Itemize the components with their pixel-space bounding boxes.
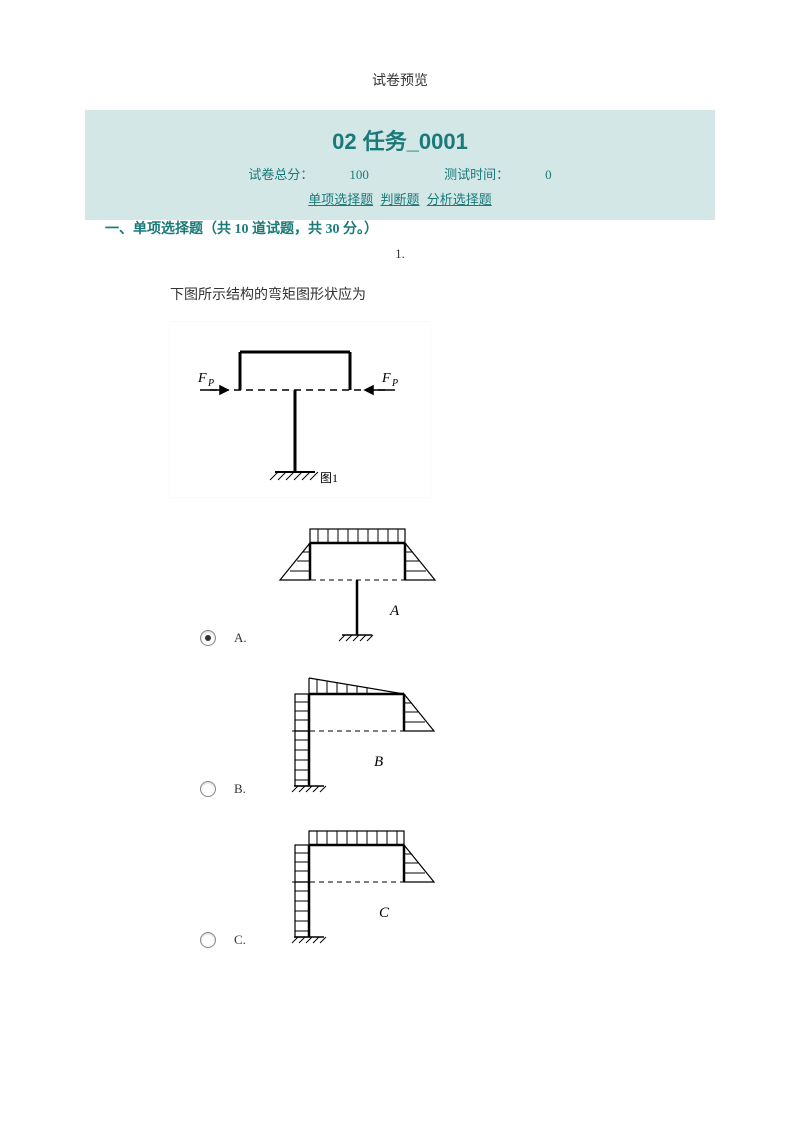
section-title: 一、单项选择题（共 10 道试题，共 30 分。） [0, 218, 800, 238]
option-row-b: B. [200, 666, 800, 811]
option-diagram-a: A [255, 515, 465, 660]
total-score-value: 100 [349, 167, 369, 182]
radio-c[interactable] [200, 932, 216, 948]
main-diagram-caption: 图1 [320, 471, 338, 485]
option-label-a: A. [234, 630, 247, 646]
option-c-letter: C [379, 905, 390, 921]
fp-left-label: F [197, 371, 207, 386]
exam-meta: 试卷总分： 100 测试时间： 0 [105, 164, 695, 183]
option-row-c: C. [200, 817, 800, 962]
question-number: 1. [0, 246, 800, 262]
link-single-choice[interactable]: 单项选择题 [308, 192, 373, 207]
option-diagram-b: B [254, 666, 464, 811]
total-score-label: 试卷总分： [248, 167, 313, 182]
exam-header: 02 任务_0001 试卷总分： 100 测试时间： 0 单项选择题 判断题 分析选… [85, 110, 715, 220]
time-label: 测试时间： [444, 167, 509, 182]
option-b-letter: B [374, 754, 383, 770]
fp-left-sub: P [207, 378, 214, 389]
question-text: 下图所示结构的弯矩图形状应为 [0, 262, 800, 322]
page-title: 试卷预览 [0, 0, 800, 110]
option-label-b: B. [234, 781, 246, 797]
radio-a[interactable] [200, 630, 216, 646]
fp-right-sub: P [391, 378, 398, 389]
option-label-c: C. [234, 932, 246, 948]
link-analysis[interactable]: 分析选择题 [427, 192, 492, 207]
link-judge[interactable]: 判断题 [380, 192, 419, 207]
exam-links: 单项选择题 判断题 分析选择题 [105, 189, 695, 208]
exam-title: 02 任务_0001 [105, 124, 695, 156]
main-diagram: F P F P 图1 [170, 322, 430, 497]
option-a-letter: A [389, 603, 400, 619]
time-value: 0 [545, 167, 552, 182]
fp-right-label: F [381, 371, 391, 386]
option-row-a: A. [200, 515, 800, 660]
radio-dot-icon [205, 635, 211, 641]
radio-b[interactable] [200, 781, 216, 797]
option-diagram-c: C [254, 817, 464, 962]
